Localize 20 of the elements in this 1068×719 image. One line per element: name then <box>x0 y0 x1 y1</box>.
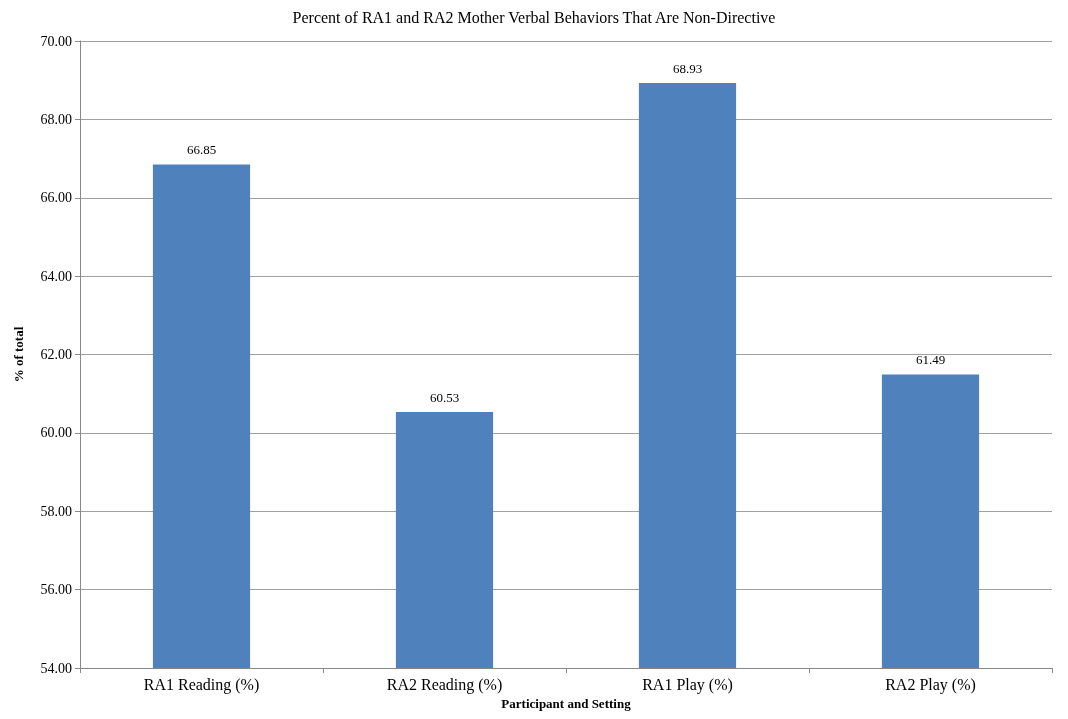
y-tick-label: 70.00 <box>40 33 72 49</box>
y-tick-label: 54.00 <box>40 660 72 676</box>
y-tick-label: 66.00 <box>40 190 72 206</box>
y-tick-label: 64.00 <box>40 268 72 284</box>
data-label: 66.85 <box>186 142 217 158</box>
x-tick-label: RA2 Reading (%) <box>386 675 503 694</box>
x-tick-label: RA1 Play (%) <box>642 675 733 694</box>
y-tick-label: 58.00 <box>40 503 72 519</box>
y-tick-label: 60.00 <box>40 425 72 441</box>
data-label: 68.93 <box>672 60 703 76</box>
y-tick-label: 56.00 <box>40 582 72 598</box>
y-tick-label: 62.00 <box>40 347 72 362</box>
chart-title: Percent of RA1 and RA2 Mother Verbal Behaviors That Are Non-Directive <box>292 8 776 26</box>
x-tick-label: RA2 Play (%) <box>885 675 976 694</box>
x-axis-title: Participant and Setting <box>501 696 632 711</box>
data-label: 61.49 <box>915 352 946 368</box>
y-axis-title: % of total <box>11 326 26 383</box>
y-tick-label: 68.00 <box>40 111 72 127</box>
x-tick-label: RA1 Reading (%) <box>143 675 260 694</box>
data-label: 60.53 <box>429 390 460 406</box>
